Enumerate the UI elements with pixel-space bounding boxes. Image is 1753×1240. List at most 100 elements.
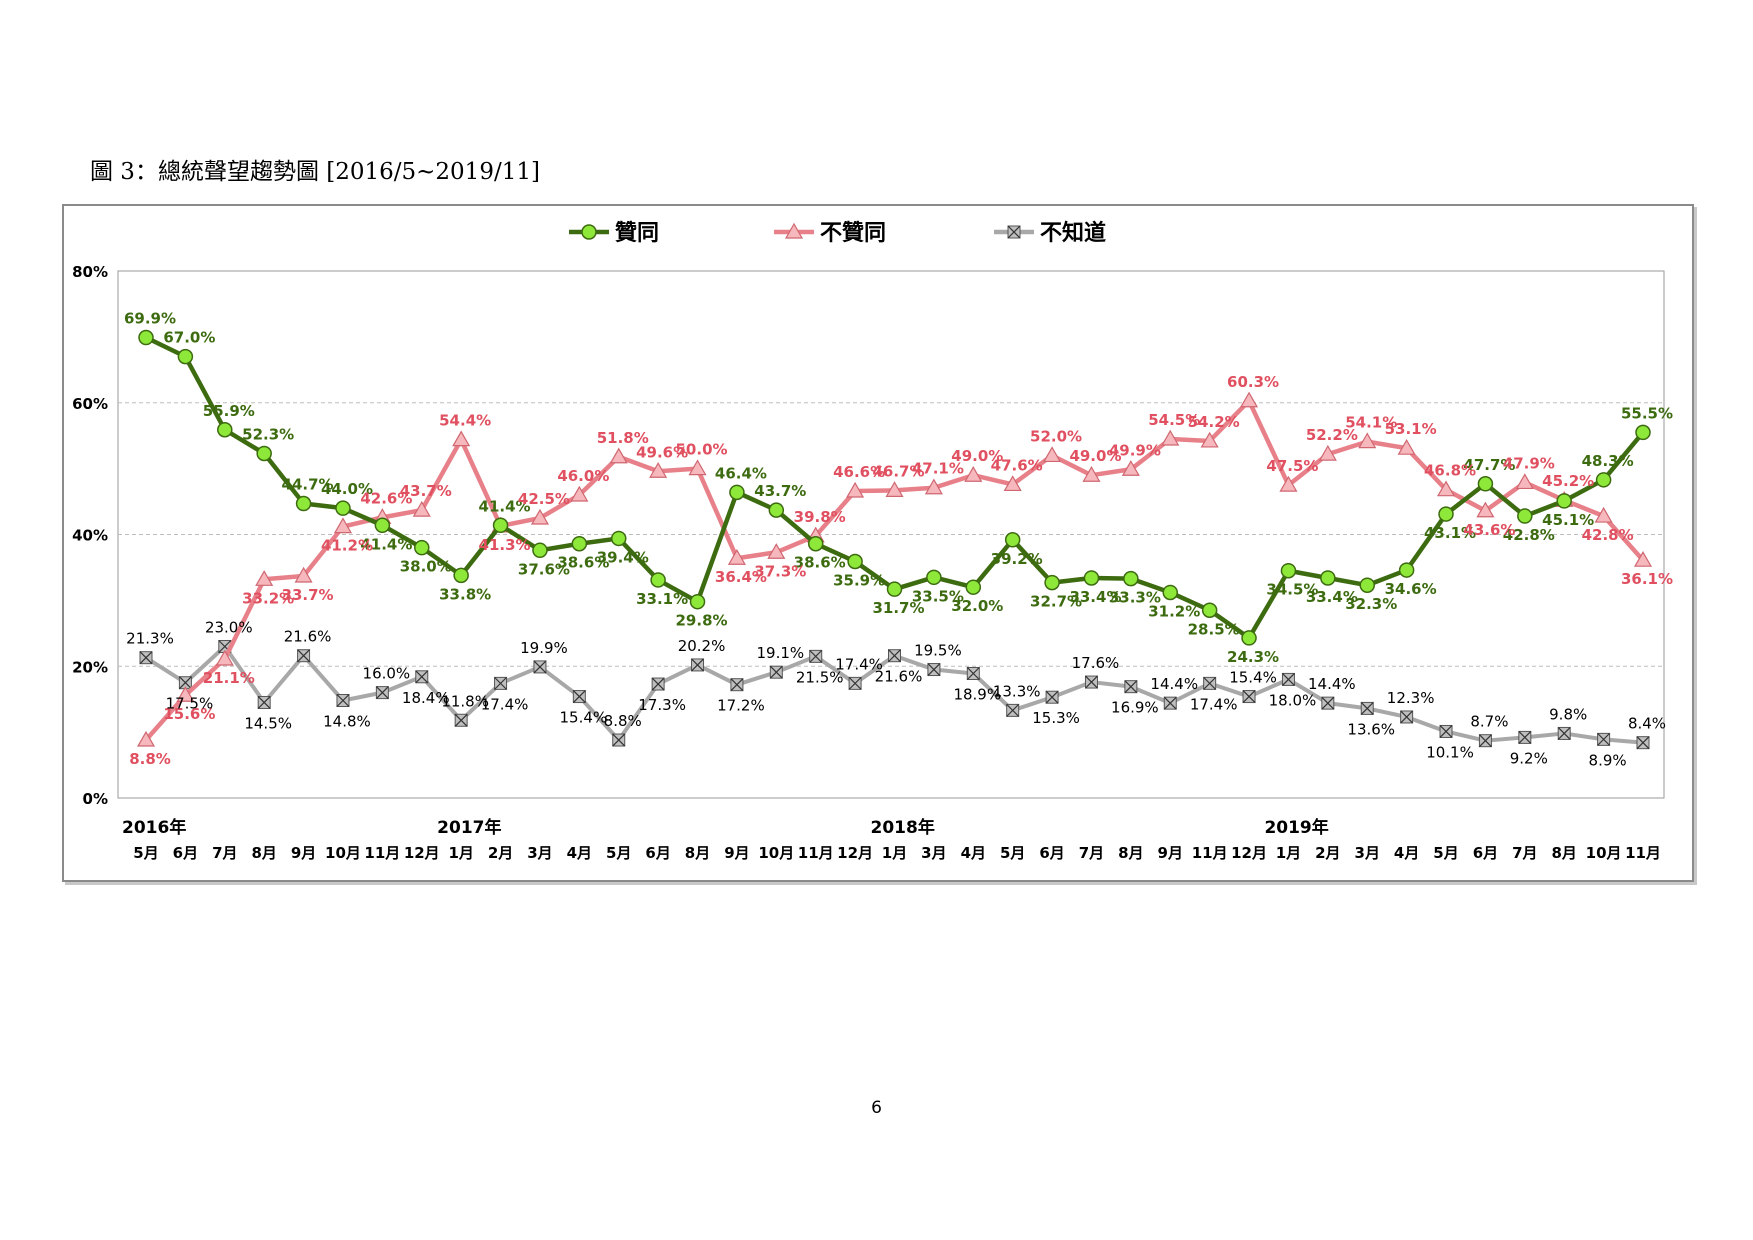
data-point <box>1595 472 1612 488</box>
data-point <box>1121 460 1140 476</box>
data-label: 15.6% <box>163 705 215 723</box>
data-label: 17.6% <box>1072 654 1120 672</box>
data-label: 21.3% <box>126 630 174 648</box>
y-tick-label: 40% <box>72 527 108 545</box>
data-point <box>570 485 589 502</box>
data-point <box>533 660 547 674</box>
x-tick-label: 8月 <box>685 844 710 862</box>
data-point <box>691 658 705 672</box>
data-point <box>1045 690 1059 704</box>
data-point <box>1359 577 1375 593</box>
data-label: 33.4% <box>1069 588 1121 606</box>
data-point <box>1478 734 1492 748</box>
data-label: 54.1% <box>1345 414 1397 432</box>
data-label: 52.3% <box>242 425 294 443</box>
data-label: 41.3% <box>479 536 531 554</box>
data-label: 46.8% <box>1424 462 1476 480</box>
data-point <box>136 730 156 747</box>
data-label: 55.5% <box>1621 404 1673 422</box>
data-point <box>295 495 312 512</box>
data-point <box>1281 672 1295 686</box>
data-label: 8.7% <box>1470 713 1508 731</box>
x-tick-label: 5月 <box>1433 844 1458 862</box>
data-label: 21.6% <box>284 628 332 646</box>
data-label: 39.4% <box>597 548 649 566</box>
page-number: 6 <box>871 1098 882 1118</box>
data-label: 8.4% <box>1628 715 1666 733</box>
data-label: 33.2% <box>242 589 294 607</box>
data-point <box>256 445 272 462</box>
data-label: 14.5% <box>244 714 292 732</box>
data-label: 53.1% <box>1385 420 1437 438</box>
data-point <box>1517 508 1533 524</box>
data-label: 37.3% <box>754 562 806 580</box>
data-point <box>689 593 706 610</box>
data-point <box>297 649 311 663</box>
x-tick-label: 6月 <box>1039 844 1064 862</box>
data-label: 33.1% <box>636 590 688 608</box>
data-point <box>492 517 509 534</box>
data-point <box>846 481 865 498</box>
data-label: 34.5% <box>1266 581 1318 599</box>
data-label: 10.1% <box>1426 743 1474 761</box>
data-label: 50.0% <box>676 441 728 459</box>
x-tick-label: 11月 <box>798 844 834 862</box>
data-point <box>965 579 982 595</box>
x-tick-label: 9月 <box>291 844 316 862</box>
data-point <box>1397 438 1416 455</box>
data-label: 32.3% <box>1345 595 1397 613</box>
x-tick-label: 8月 <box>1551 844 1576 862</box>
data-point <box>452 430 471 447</box>
data-label: 17.5% <box>166 695 214 713</box>
x-tick-label: 3月 <box>1355 844 1380 862</box>
data-label: 24.3% <box>1227 648 1279 666</box>
x-tick-label: 11月 <box>1625 844 1661 862</box>
data-label: 47.7% <box>1463 456 1515 474</box>
data-label: 47.5% <box>1266 457 1318 475</box>
data-point <box>530 508 549 525</box>
data-point <box>1556 493 1572 509</box>
figure-caption: 圖 3：總統聲望趨勢圖 [2016/5~2019/11] <box>90 159 540 185</box>
data-point <box>767 543 786 559</box>
x-tick-label: 1月 <box>1276 844 1301 862</box>
data-label: 33.3% <box>1109 589 1161 607</box>
x-tick-label: 3月 <box>527 844 552 862</box>
x-tick-label: 7月 <box>212 844 237 862</box>
y-tick-label: 60% <box>72 395 108 413</box>
x-tick-label: 12月 <box>1231 844 1267 862</box>
data-point <box>612 733 626 747</box>
data-label: 18.0% <box>1269 691 1317 709</box>
data-label: 16.9% <box>1111 699 1159 717</box>
y-tick-label: 80% <box>72 263 108 281</box>
data-label: 44.7% <box>282 476 334 494</box>
data-point <box>255 570 274 586</box>
data-point <box>1358 432 1377 449</box>
data-point <box>1279 475 1298 492</box>
data-point <box>784 222 804 239</box>
data-point <box>1476 501 1495 518</box>
data-point <box>650 572 666 588</box>
data-label: 15.4% <box>560 709 608 727</box>
data-label: 31.2% <box>1148 602 1200 620</box>
data-point <box>727 549 746 565</box>
data-label: 41.4% <box>360 535 412 553</box>
data-label: 43.7% <box>400 482 452 500</box>
data-label: 37.6% <box>518 560 570 578</box>
data-label: 43.6% <box>1463 521 1515 539</box>
data-point <box>729 484 745 501</box>
data-point <box>1163 696 1177 710</box>
data-point <box>1635 424 1651 441</box>
data-label: 18.9% <box>953 685 1001 703</box>
data-label: 48.3% <box>1582 452 1634 470</box>
data-point <box>1318 444 1337 461</box>
data-point <box>688 459 707 476</box>
data-label: 14.4% <box>1150 675 1198 693</box>
x-tick-label: 8月 <box>251 844 276 862</box>
data-point <box>453 567 469 584</box>
data-label: 9.2% <box>1510 749 1548 767</box>
data-label: 17.4% <box>835 655 883 673</box>
data-label: 14.8% <box>323 713 371 731</box>
data-point <box>888 649 901 663</box>
data-point <box>649 462 668 478</box>
year-label: 2016年 <box>122 817 186 838</box>
